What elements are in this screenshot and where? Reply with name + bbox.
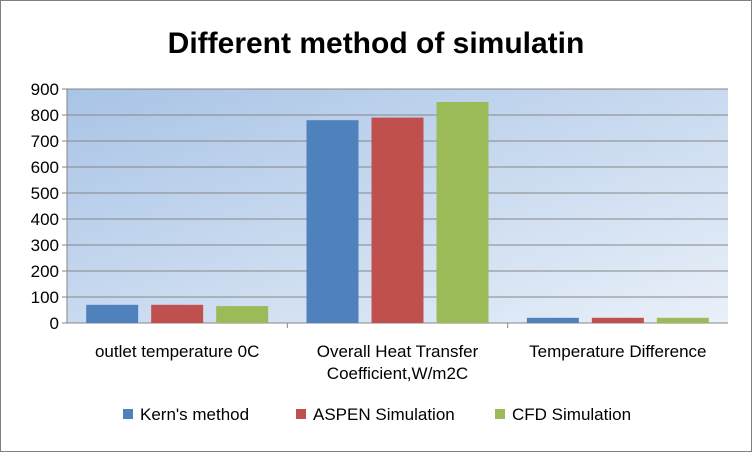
- bar-cfd-simulation-2: [436, 102, 489, 323]
- y-tick-label: 200: [31, 262, 59, 281]
- legend-swatch: [123, 409, 133, 419]
- x-category-label: outlet temperature 0C: [95, 342, 259, 361]
- legend-label: ASPEN Simulation: [313, 405, 455, 424]
- y-tick-label: 500: [31, 184, 59, 203]
- legend-swatch: [296, 409, 306, 419]
- legend-label: Kern's method: [140, 405, 249, 424]
- bar-aspen-simulation-1: [151, 304, 204, 323]
- legend-label: CFD Simulation: [512, 405, 631, 424]
- bar-aspen-simulation-2: [371, 117, 424, 323]
- legend: Kern's method ASPEN Simulation CFD Simulat…: [123, 405, 631, 424]
- bar-aspen-simulation-3: [591, 317, 644, 323]
- y-tick-labels: 0 100 200 300 400 500 600 700 800 900: [31, 80, 59, 333]
- y-tick-label: 800: [31, 106, 59, 125]
- x-category-label: Temperature Difference: [529, 342, 706, 361]
- y-tick-label: 400: [31, 210, 59, 229]
- y-tick-label: 0: [50, 314, 59, 333]
- bar-kern-s-method-1: [86, 304, 139, 323]
- x-category-labels: outlet temperature 0C Overall Heat Transf…: [95, 342, 707, 383]
- bar-cfd-simulation-1: [216, 306, 269, 323]
- y-tick-label: 900: [31, 80, 59, 99]
- x-category-label: Overall Heat Transfer: [317, 342, 479, 361]
- chart-title: Different method of simulatin: [168, 27, 585, 60]
- bar-cfd-simulation-3: [656, 317, 709, 323]
- y-tick-label: 100: [31, 288, 59, 307]
- bar-kern-s-method-3: [526, 317, 579, 323]
- y-tick-label: 300: [31, 236, 59, 255]
- y-tick-label: 600: [31, 158, 59, 177]
- bar-kern-s-method-2: [306, 120, 359, 323]
- y-tick-label: 700: [31, 132, 59, 151]
- bars: [86, 102, 709, 323]
- x-category-label: Coefficient,W/m2C: [327, 364, 468, 383]
- legend-swatch: [495, 409, 505, 419]
